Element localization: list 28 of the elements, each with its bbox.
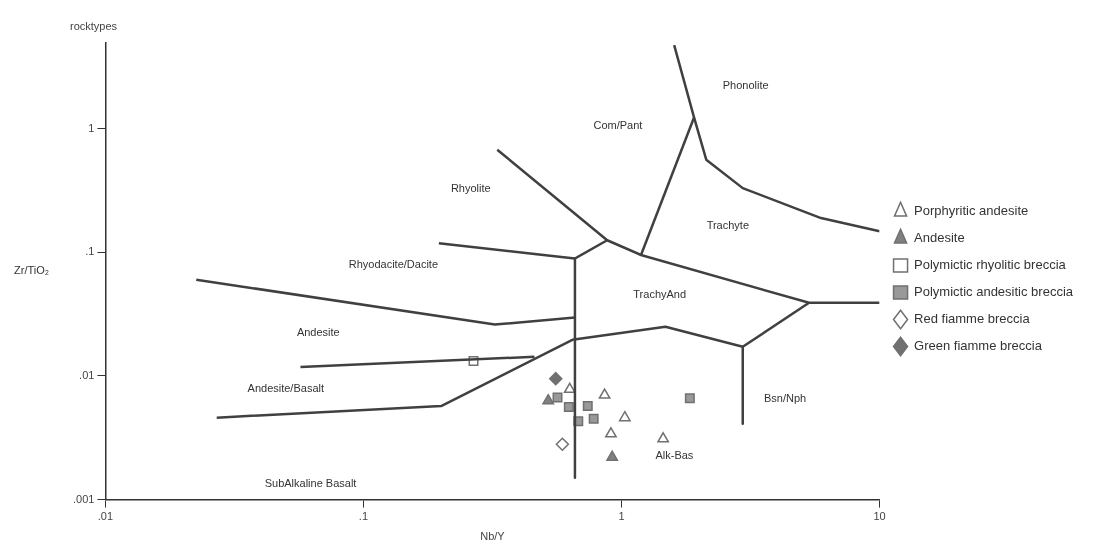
x-axis-title: Nb/Y [480, 530, 506, 543]
x-tick-label: .1 [358, 510, 369, 523]
x-tick-label: .01 [97, 510, 114, 523]
annotation: Alk-Bas [655, 449, 694, 462]
chart-title: rocktypes [70, 19, 118, 32]
y-tick-label: .01 [79, 368, 95, 381]
annotation: Bsn/Nph [764, 391, 807, 404]
annotation: Com/Pant [593, 118, 643, 131]
legend-label: Porphyritic andesite [914, 203, 1029, 219]
x-tick-label: 10 [873, 510, 886, 523]
legend-label: Polymictic rhyolitic breccia [914, 257, 1067, 273]
y-tick-label: 1 [88, 121, 95, 134]
annotation: Trachyte [706, 218, 750, 231]
annotation: Phonolite [722, 78, 769, 91]
x-tick-label: 1 [618, 510, 625, 523]
y-tick-label: .001 [72, 492, 95, 505]
annotation: Rhyolite [450, 182, 491, 195]
annotation: Rhyodacite/Dacite [348, 258, 439, 271]
legend-label: Red fiamme breccia [914, 311, 1031, 327]
y-tick-label: .1 [85, 245, 95, 258]
y-axis-title: Zr/TiO₂ [14, 264, 50, 277]
legend-label: Green fiamme breccia [914, 338, 1043, 354]
legend-label: Polymictic andesitic breccia [914, 284, 1074, 300]
legend-label: Andesite [914, 230, 965, 246]
annotation: Andesite/Basalt [247, 381, 324, 394]
annotation: SubAlkaline Basalt [264, 476, 357, 489]
annotation: TrachyAnd [633, 288, 687, 301]
annotation: Andesite [296, 325, 340, 338]
